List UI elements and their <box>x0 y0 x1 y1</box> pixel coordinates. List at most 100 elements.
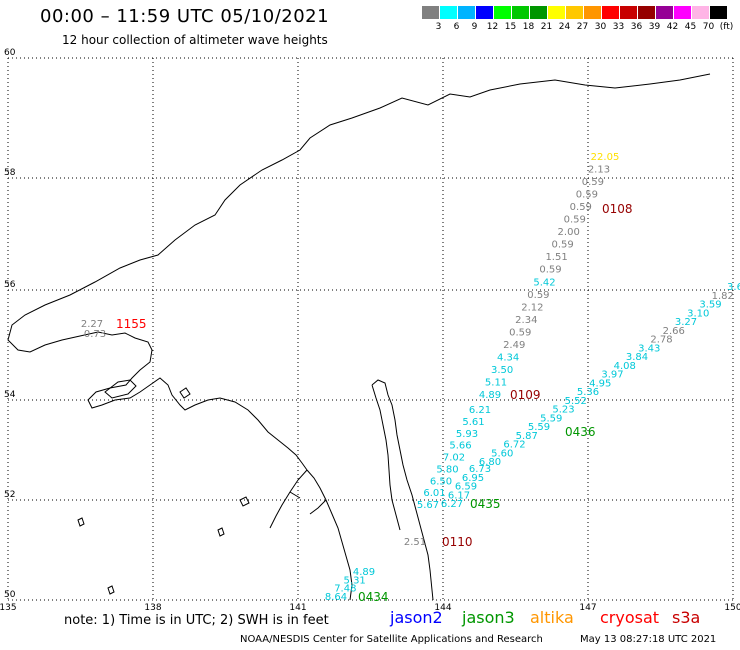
wave-height-value: 3.97 <box>601 370 623 381</box>
coastline <box>7 73 711 601</box>
lat-tick-label: 50 <box>4 590 16 600</box>
scale-label: 24 <box>558 22 571 32</box>
scale-label: 12 <box>486 22 499 32</box>
wave-height-value: 0.59 <box>527 290 549 301</box>
scale-label: 9 <box>471 22 478 32</box>
wave-height-value: 0.59 <box>582 177 604 188</box>
lat-tick-label: 56 <box>4 280 16 290</box>
wave-height-value: 3.6 <box>727 282 740 293</box>
wave-height-value: 0.59 <box>576 190 598 201</box>
pass-time-label: 0109 <box>510 388 541 402</box>
lat-tick-label: 52 <box>4 490 15 500</box>
wave-height-value: 2.27 <box>81 319 103 330</box>
wave-height-value: 5.23 <box>552 405 574 416</box>
scale-label: 45 <box>684 22 697 32</box>
scale-swatch <box>566 6 583 19</box>
wave-height-value: 5.60 <box>491 448 513 459</box>
scale-label: 42 <box>666 22 679 32</box>
map-title: 00:00 – 11:59 UTC 05/10/2021 <box>40 6 330 27</box>
wave-height-value: 5.61 <box>462 417 484 428</box>
scale-swatch <box>440 6 457 19</box>
pass-time-label: 0435 <box>470 497 501 511</box>
wave-height-value: 6.21 <box>469 405 491 416</box>
wave-height-value: 4.89 <box>353 567 375 578</box>
wave-height-value: 3.59 <box>699 300 721 311</box>
satellite-label-s3a: s3a <box>672 608 701 627</box>
credit-line: NOAA/NESDIS Center for Satellite Applica… <box>240 634 543 645</box>
scale-swatch <box>584 6 601 19</box>
pass-time-label: 0110 <box>442 535 473 549</box>
lon-tick-label: 138 <box>144 603 161 613</box>
wave-height-value: 5.59 <box>540 413 562 424</box>
wave-height-value: 2.34 <box>515 315 537 326</box>
graticule <box>7 57 734 601</box>
wave-height-points: 22.052.130.590.590.590.592.000.591.510.5… <box>81 152 740 603</box>
wave-height-value: 2.78 <box>650 335 672 346</box>
wave-height-value: 5.87 <box>516 431 538 442</box>
lat-tick-label: 58 <box>4 168 16 178</box>
scale-swatch <box>458 6 475 19</box>
wave-height-value: 4.89 <box>479 390 501 401</box>
wave-height-value: 22.05 <box>591 152 620 163</box>
lon-tick-label: 150 <box>724 603 740 613</box>
wave-height-value: 5.42 <box>533 277 555 288</box>
scale-label: 3 <box>435 22 442 32</box>
wave-height-value: 0.73 <box>84 329 106 340</box>
satellite-label-jason3: jason3 <box>462 608 515 627</box>
wave-height-value: 0.59 <box>509 327 531 338</box>
wave-height-value: 3.84 <box>626 352 648 363</box>
wave-height-value: 4.08 <box>614 361 636 372</box>
wave-height-value: 5.59 <box>528 422 550 433</box>
scale-swatch <box>692 6 709 19</box>
scale-label: 18 <box>522 22 535 32</box>
coastline-mainland-south <box>306 469 353 601</box>
scale-swatch <box>476 6 493 19</box>
scale-swatch <box>620 6 637 19</box>
scale-label: 33 <box>612 22 625 32</box>
lon-tick-label: 144 <box>434 603 451 613</box>
wave-height-value: 6.27 <box>441 499 463 510</box>
scale-label: (ft) <box>719 22 734 32</box>
scale-label: 39 <box>648 22 661 32</box>
scale-swatch <box>530 6 547 19</box>
wave-height-value: 5.80 <box>436 464 458 475</box>
scale-swatch <box>674 6 691 19</box>
scale-swatch <box>422 6 439 19</box>
wave-height-value: 6.73 <box>469 464 491 475</box>
wave-height-value: 0.59 <box>570 202 592 213</box>
scale-swatch <box>548 6 565 19</box>
coastline-small-islands <box>77 387 250 595</box>
lon-tick-label: 147 <box>579 603 596 613</box>
wave-height-value: 7.48 <box>334 584 356 595</box>
scale-swatch <box>494 6 511 19</box>
wave-height-value: 2.00 <box>558 227 580 238</box>
wave-height-value: 2.12 <box>521 302 543 313</box>
wave-height-value: 5.11 <box>485 377 507 388</box>
lat-tick-label: 60 <box>4 48 16 58</box>
coastline-kamchatka-okhotsk <box>7 73 711 471</box>
lon-tick-label: 135 <box>0 603 17 613</box>
wave-height-value: 5.36 <box>577 387 599 398</box>
wave-height-value: 5.31 <box>344 575 366 586</box>
map-subtitle: 12 hour collection of altimeter wave hei… <box>62 33 328 47</box>
satellite-label-cryosat: cryosat <box>600 608 660 627</box>
wave-height-value: 1.82 <box>712 291 734 302</box>
satellite-label-altika: altika <box>530 608 574 627</box>
wave-height-value: 3.10 <box>687 308 709 319</box>
wave-height-value: 5.52 <box>565 396 587 407</box>
pass-time-label: 1155 <box>116 317 147 331</box>
coastline-amur <box>269 469 327 529</box>
wave-height-value: 0.59 <box>539 265 561 276</box>
satellite-label-jason2: jason2 <box>390 608 443 627</box>
wave-height-value: 3.43 <box>638 343 660 354</box>
scale-label: 70 <box>702 22 715 32</box>
footnote: note: 1) Time is in UTC; 2) SWH is in fe… <box>64 613 329 628</box>
pass-time-label: 0108 <box>602 202 633 216</box>
wave-height-value: 6.17 <box>448 490 470 501</box>
scale-label: 27 <box>576 22 589 32</box>
wave-height-value: 5.66 <box>449 441 471 452</box>
coastline-sakhalin <box>371 379 434 601</box>
wave-height-value: 0.59 <box>551 240 573 251</box>
scale-swatch <box>638 6 655 19</box>
